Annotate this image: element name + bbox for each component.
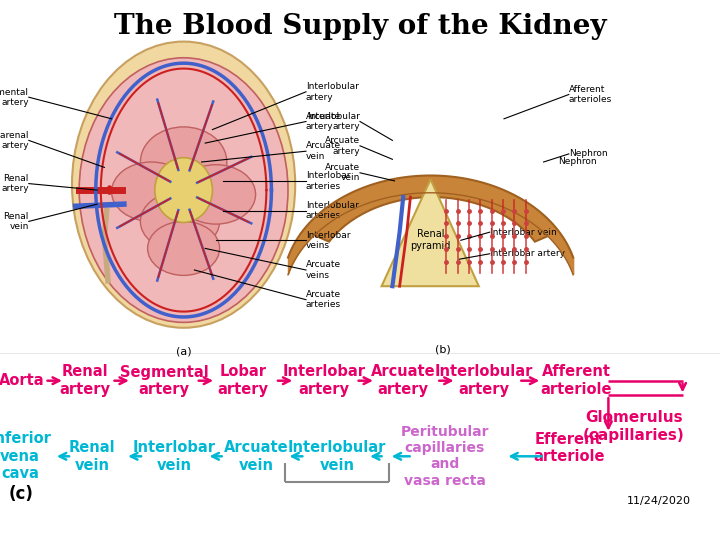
Text: Arcuate
vein: Arcuate vein [306,141,341,161]
Text: Interlobar
vein: Interlobar vein [132,440,216,472]
Text: Afferent
arterioles: Afferent arterioles [569,85,612,104]
Text: Interlobular
artery: Interlobular artery [306,82,359,102]
FancyBboxPatch shape [0,11,720,354]
Ellipse shape [140,192,220,251]
Text: The Blood Supply of the Kidney: The Blood Supply of the Kidney [114,14,606,40]
Text: Arcuate
veins: Arcuate veins [306,260,341,280]
Text: Interlobar vein: Interlobar vein [490,228,557,237]
Ellipse shape [72,42,295,328]
Ellipse shape [155,158,212,222]
Text: Arcuate
vein: Arcuate vein [224,440,289,472]
Text: Nephron: Nephron [558,158,597,166]
Text: Interlobar
veins: Interlobar veins [306,231,351,250]
Wedge shape [307,178,557,241]
Text: (a): (a) [176,346,192,356]
Text: Suprarenal
artery: Suprarenal artery [0,131,29,150]
Text: Interlobular
artery: Interlobular artery [435,364,533,397]
Text: (c): (c) [9,485,34,503]
Text: Interlobar artery: Interlobar artery [490,249,564,258]
Text: (b): (b) [435,345,451,355]
Text: 11/24/2020: 11/24/2020 [626,496,690,506]
Polygon shape [382,179,479,286]
Ellipse shape [176,165,256,224]
Text: Renal
pyramid: Renal pyramid [410,230,451,251]
Text: Arcuate
artery: Arcuate artery [325,136,360,156]
Text: Aorta: Aorta [0,373,45,388]
Text: Renal
vein: Renal vein [69,440,115,472]
Text: Segmental
artery: Segmental artery [0,87,29,107]
Text: Inferior
vena
cava: Inferior vena cava [0,431,51,481]
Text: Segmental
artery: Segmental artery [120,364,209,397]
Ellipse shape [112,162,191,221]
Text: Glomerulus
(capillaries): Glomerulus (capillaries) [582,410,685,443]
Text: Nephron: Nephron [569,150,608,158]
Text: Interlobar
arteries: Interlobar arteries [306,171,351,191]
Text: Interlobular
vein: Interlobular vein [288,440,386,472]
Text: Lobar
artery: Lobar artery [218,364,269,397]
Text: Arcuate
vein: Arcuate vein [325,163,360,183]
Text: Arcuate
artery: Arcuate artery [306,112,341,131]
Text: Efferent
arteriole: Efferent arteriole [533,432,605,464]
Text: Interlobular
arteries: Interlobular arteries [306,201,359,220]
Text: Arcuate
arteries: Arcuate arteries [306,290,341,309]
Ellipse shape [148,221,220,275]
Text: Renal
artery: Renal artery [60,364,110,397]
Text: Arcuate
artery: Arcuate artery [371,364,436,397]
Text: Afferent
arteriole: Afferent arteriole [540,364,612,397]
Text: Interlobular
artery: Interlobular artery [307,112,360,131]
Ellipse shape [79,58,288,322]
Text: Renal
artery: Renal artery [1,174,29,193]
Text: Renal
vein: Renal vein [4,212,29,231]
Text: Peritubular
capillaries
and
vasa recta: Peritubular capillaries and vasa recta [401,425,489,488]
Text: Interlobar
artery: Interlobar artery [282,364,366,397]
Ellipse shape [140,127,227,197]
